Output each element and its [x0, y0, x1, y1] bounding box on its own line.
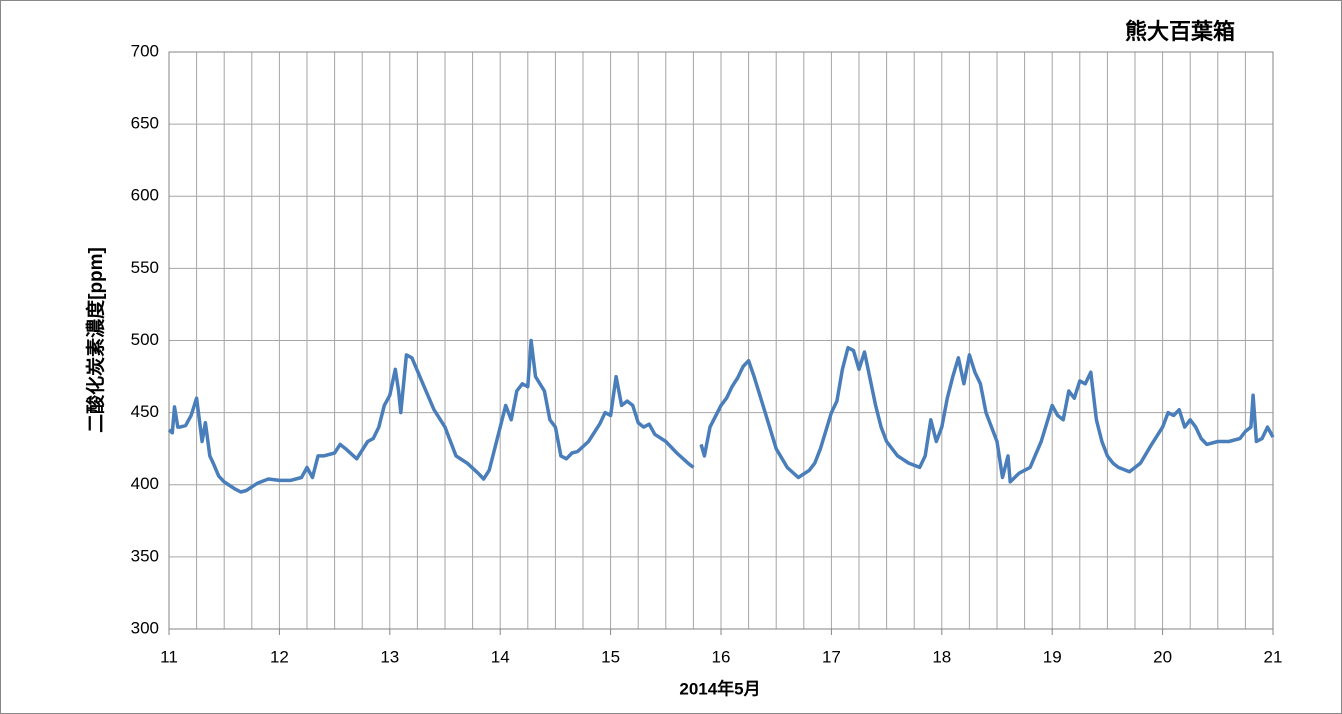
y-tick-label: 600 — [131, 186, 159, 205]
x-tick-label: 18 — [932, 647, 951, 666]
y-tick-label: 400 — [131, 474, 159, 493]
y-tick-label: 700 — [131, 41, 159, 60]
x-tick-label: 15 — [601, 647, 620, 666]
x-tick-label: 14 — [491, 647, 510, 666]
y-tick-label: 300 — [131, 618, 159, 637]
chart-title: 熊大百葉箱 — [1125, 19, 1235, 44]
x-axis-label: 2014年5月 — [679, 678, 760, 698]
y-tick-label: 350 — [131, 546, 159, 565]
y-tick-label: 650 — [131, 114, 159, 133]
x-tick-label: 16 — [712, 647, 731, 666]
x-tick-label: 13 — [380, 647, 399, 666]
x-tick-label: 21 — [1264, 647, 1283, 666]
x-tick-label: 17 — [822, 647, 841, 666]
plot-border — [168, 51, 1274, 630]
x-tick-label: 11 — [160, 647, 178, 666]
y-axis-label: 二酸化炭素濃度[ppm] — [84, 247, 107, 433]
x-tick-label: 12 — [270, 647, 289, 666]
data-line — [167, 338, 1275, 494]
y-tick-label: 450 — [131, 402, 159, 421]
x-tick-label: 20 — [1153, 647, 1172, 666]
x-tick-label: 19 — [1043, 647, 1062, 666]
y-tick-label: 500 — [131, 330, 159, 349]
y-tick-label: 550 — [131, 258, 159, 277]
